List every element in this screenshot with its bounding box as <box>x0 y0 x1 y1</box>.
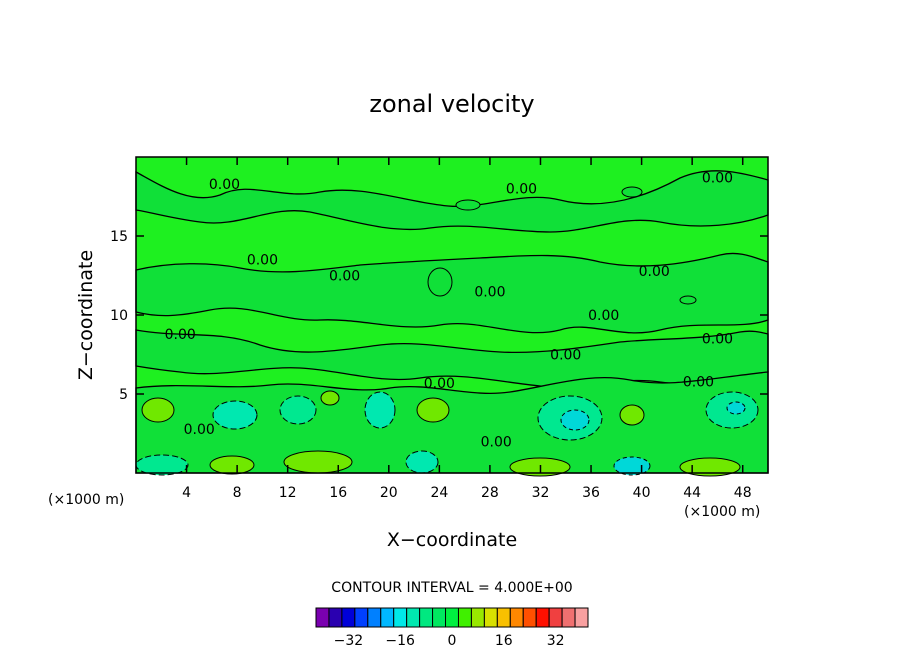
contour-label: 0.00 <box>702 332 733 348</box>
fill-region <box>364 391 396 429</box>
fill-region <box>320 390 340 406</box>
colorbar-swatch <box>341 607 356 628</box>
fill-region <box>283 450 353 474</box>
contour-labels: 0.00 0.00 0.00 0.00 0.00 0.00 0.00 0.00 0.00 0.00… <box>165 171 733 451</box>
colorbar-tick-label: 16 <box>495 633 513 649</box>
colorbar-swatch <box>535 607 550 628</box>
contour-label: 0.00 <box>184 422 215 438</box>
x-tick-label: 40 <box>633 485 651 501</box>
colorbar-swatch <box>509 607 524 628</box>
contour-label: 0.00 <box>481 434 512 450</box>
contour-label: 0.00 <box>702 171 733 187</box>
colorbar-swatch <box>432 607 447 628</box>
x-tick-label: 20 <box>380 485 398 501</box>
x-tick-label: 28 <box>481 485 499 501</box>
colorbar-swatch <box>496 607 511 628</box>
x-axis-ticks: 4 8 12 16 20 24 28 32 36 40 44 48 <box>182 157 752 501</box>
x-tick-label: 12 <box>279 485 297 501</box>
fill-region <box>135 454 189 476</box>
x-tick-label: 48 <box>734 485 752 501</box>
x-tick-label: 4 <box>182 485 191 501</box>
colorbar-swatch <box>522 607 537 628</box>
colorbar-swatch <box>315 607 330 628</box>
contour-label: 0.00 <box>506 182 537 198</box>
fill-region <box>679 457 741 477</box>
x-tick-label: 32 <box>532 485 550 501</box>
contour-label: 0.00 <box>247 253 278 269</box>
fill-region <box>679 295 697 305</box>
colorbar-tick-label: 0 <box>448 633 457 649</box>
colorbar-ticks: −32 −16 0 16 32 <box>334 633 565 649</box>
x-tick-label: 16 <box>329 485 347 501</box>
fill-region <box>619 404 645 426</box>
y-tick-label: 10 <box>110 308 128 324</box>
contour-label: 0.00 <box>474 284 505 300</box>
y-tick-label: 5 <box>119 387 128 403</box>
fill-region <box>560 409 590 431</box>
plot-area: 0.00 0.00 0.00 0.00 0.00 0.00 0.00 0.00 0.00 0.00… <box>110 156 769 501</box>
x-axis-title: X−coordinate <box>387 529 517 551</box>
x-tick-label: 44 <box>683 485 701 501</box>
contour-label: 0.00 <box>424 376 455 392</box>
fill-region <box>209 455 255 475</box>
fill-region <box>416 397 450 423</box>
y-axis-ticks: 5 10 15 <box>110 229 768 403</box>
contour-label: 0.00 <box>588 308 619 324</box>
contour-fills <box>135 170 769 477</box>
fill-region <box>427 267 453 297</box>
fill-region <box>726 401 746 415</box>
x-unit-label: (×1000 m) <box>48 492 124 508</box>
contour-label: 0.00 <box>329 269 360 285</box>
contour-interval-text: CONTOUR INTERVAL = 4.000E+00 <box>331 580 572 596</box>
fill-region <box>141 397 175 423</box>
colorbar-swatch <box>483 607 498 628</box>
colorbar-tick-label: 32 <box>547 633 565 649</box>
colorbar-swatch <box>445 607 459 628</box>
fill-region <box>279 395 317 425</box>
y-tick-label: 15 <box>110 229 128 245</box>
x-tick-label: 36 <box>582 485 600 501</box>
colorbar-swatch <box>380 607 395 628</box>
colorbar-swatch <box>457 607 472 628</box>
fill-region <box>212 400 258 430</box>
colorbar-swatch <box>406 607 421 628</box>
colorbar-swatch <box>561 607 576 628</box>
colorbar-swatch <box>574 607 589 628</box>
chart-title: zonal velocity <box>369 90 534 118</box>
colorbar-swatch <box>470 607 485 628</box>
colorbar-swatch <box>419 607 434 628</box>
colorbar-swatch <box>328 607 343 628</box>
y-axis-title: Z−coordinate <box>75 250 97 380</box>
x-tick-label: 24 <box>430 485 448 501</box>
colorbar-swatch <box>548 607 563 628</box>
colorbar-swatch <box>354 607 369 628</box>
x-tick-label: 8 <box>233 485 242 501</box>
colorbar-tick-label: −16 <box>385 633 415 649</box>
fill-region <box>405 450 439 474</box>
colorbar-swatch <box>393 607 408 628</box>
fill-region <box>455 199 481 211</box>
contour-label: 0.00 <box>639 264 670 280</box>
contour-label: 0.00 <box>550 348 581 364</box>
contour-label: 0.00 <box>683 374 714 390</box>
fill-region <box>621 186 643 198</box>
contour-label: 0.00 <box>165 327 196 343</box>
colorbar-tick-label: −32 <box>334 633 364 649</box>
x-unit-label-right: (×1000 m) <box>684 504 760 520</box>
colorbar-swatch <box>367 607 382 628</box>
contour-label: 0.00 <box>209 177 240 193</box>
colorbar <box>315 607 589 628</box>
